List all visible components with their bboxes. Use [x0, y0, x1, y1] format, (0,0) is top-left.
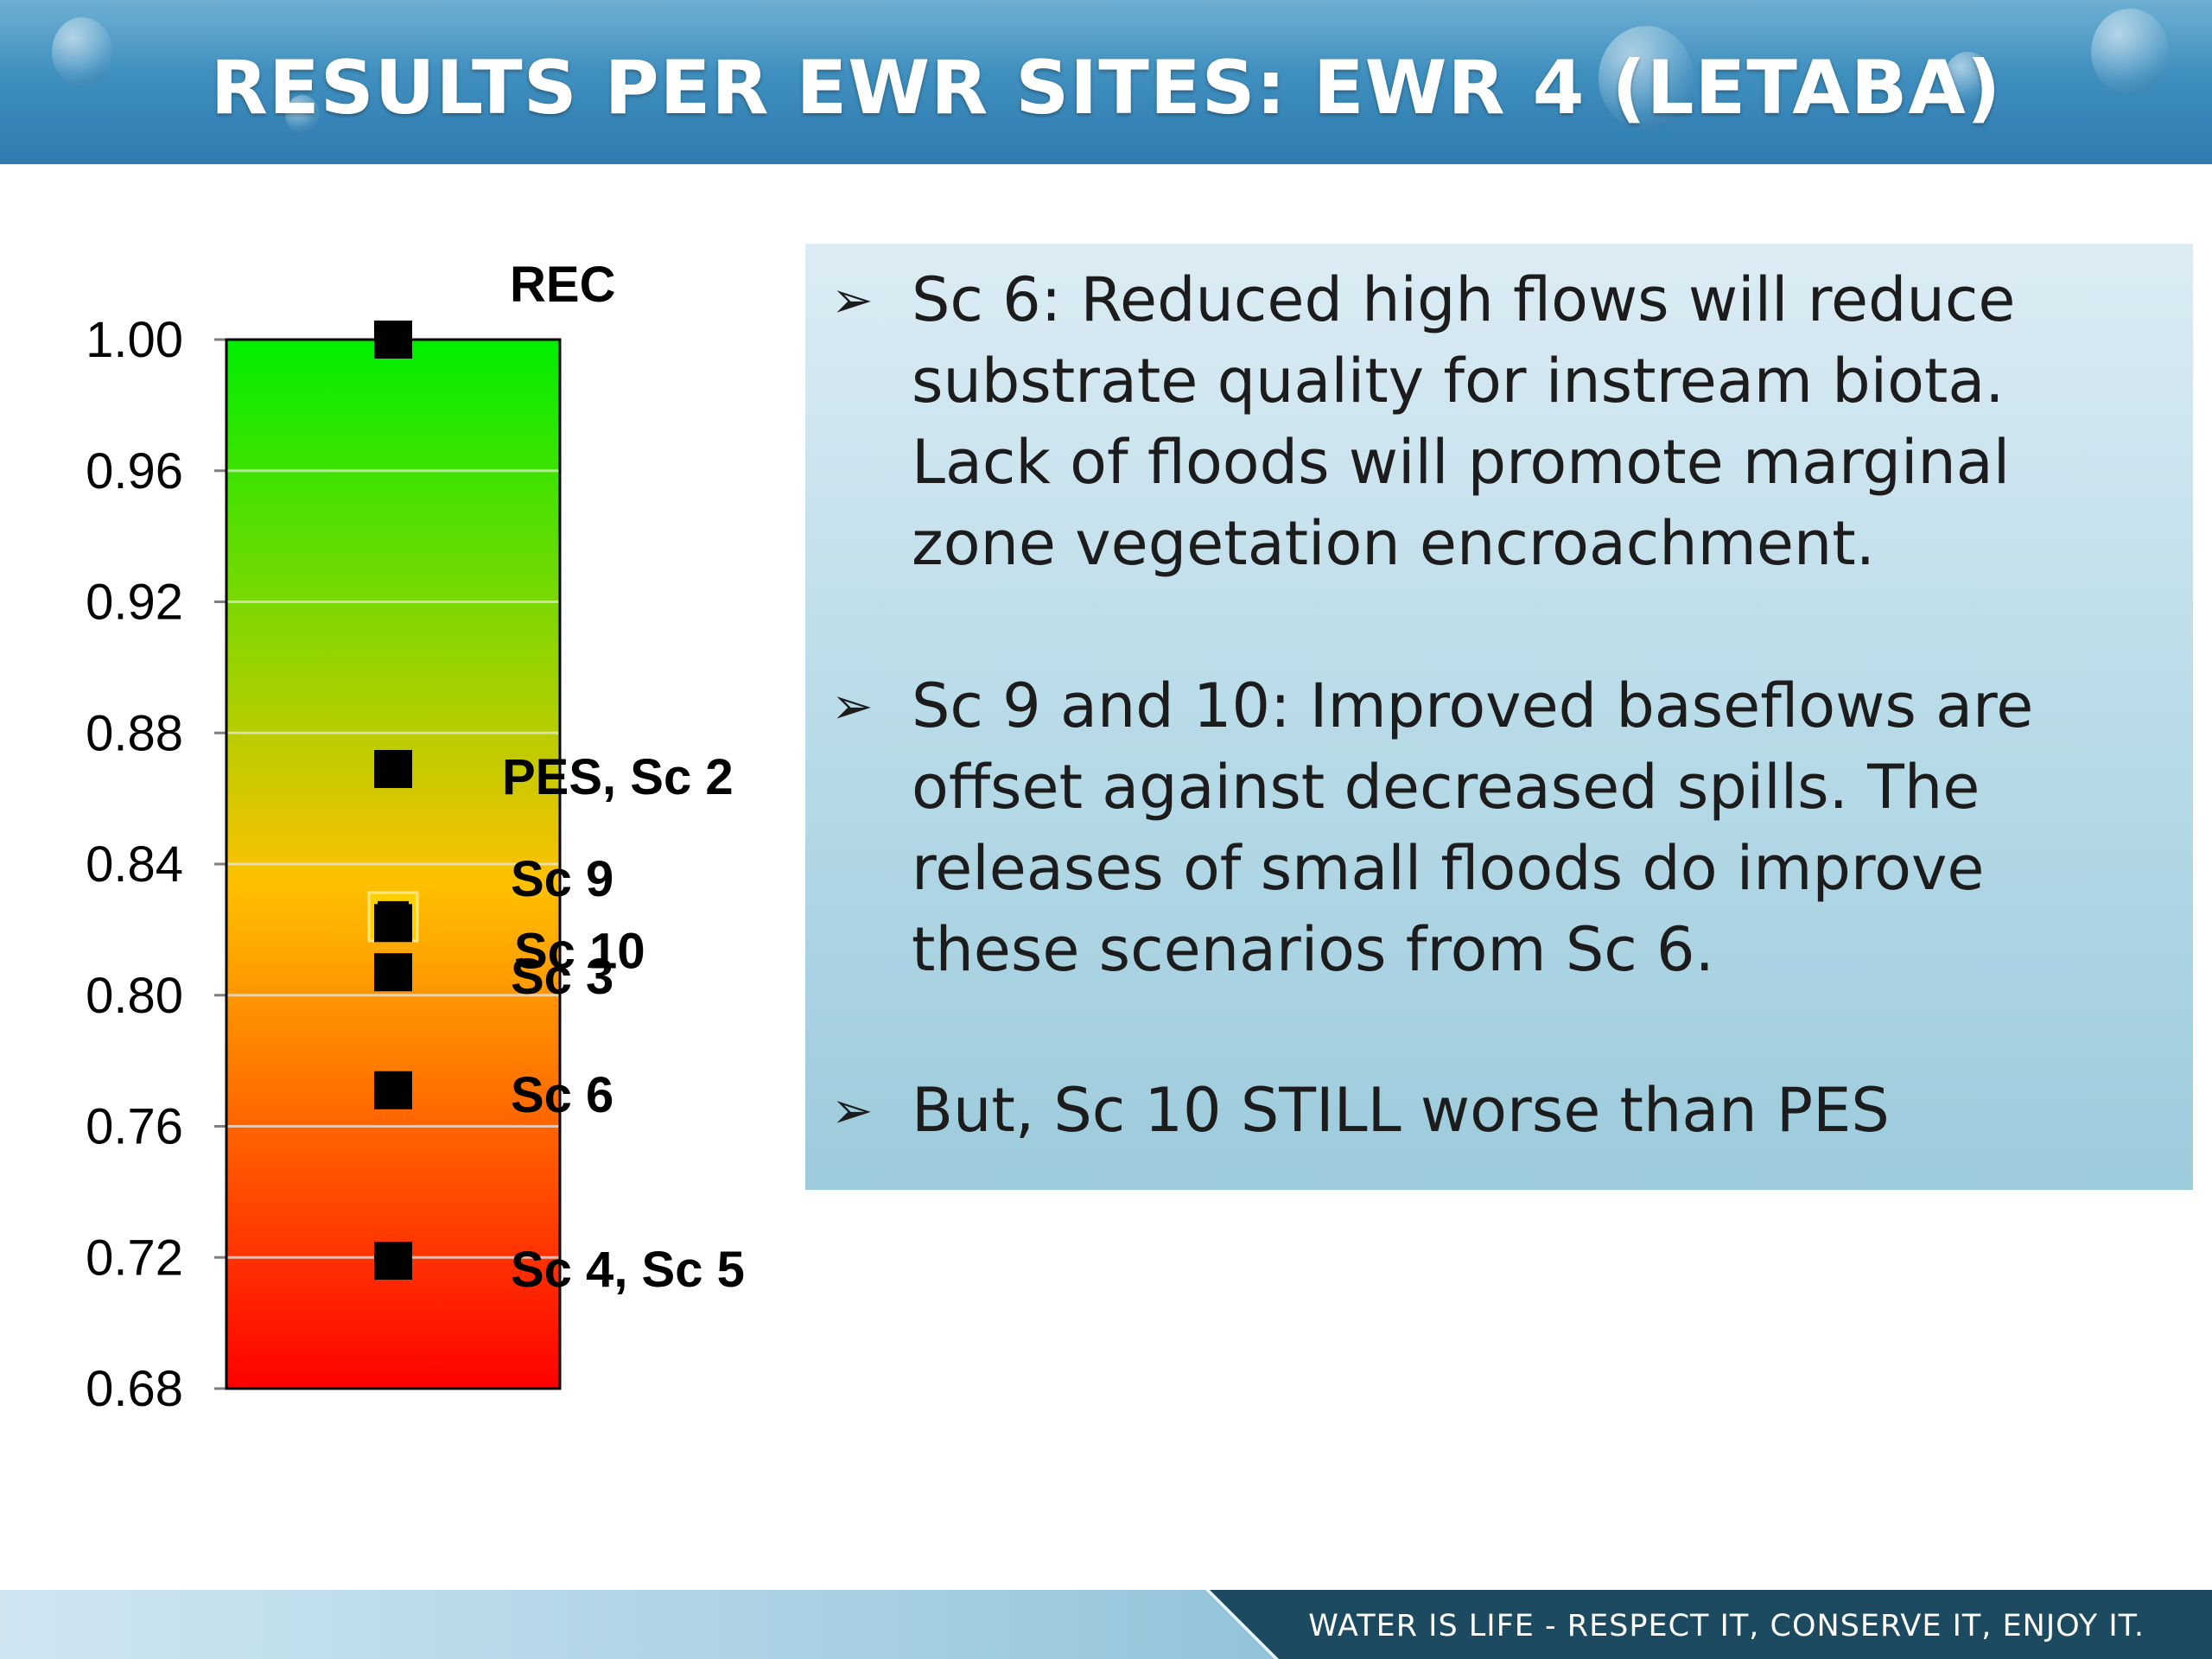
data-point-label: PES, Sc 2: [502, 749, 734, 805]
data-point-marker: [374, 1242, 412, 1281]
y-tick-label: 0.96: [86, 443, 183, 499]
data-point-label: Sc 4, Sc 5: [511, 1242, 745, 1298]
data-point-marker: [374, 1071, 412, 1109]
y-tick-label: 0.92: [86, 575, 183, 631]
y-tick-label: 0.76: [86, 1099, 183, 1155]
water-drop-decoration: [2091, 9, 2169, 95]
data-point-marker: [374, 321, 412, 359]
water-drop-decoration: [1599, 26, 1694, 130]
y-tick-label: 0.68: [86, 1361, 183, 1417]
bullet-text: Sc 6: Reduced high flows will reduce sub…: [912, 264, 2016, 579]
findings-panel: ➢ Sc 6: Reduced high flows will reduce s…: [805, 244, 2193, 1190]
data-point-label: REC: [510, 257, 615, 313]
slide-title: RESULTS PER EWR SITES: EWR 4 (LETABA): [210, 45, 2002, 131]
arrow-bullet-icon: ➢: [831, 677, 874, 735]
y-tick-label: 0.72: [86, 1230, 183, 1286]
data-point-marker: [374, 749, 412, 788]
data-point-marker: [374, 904, 412, 943]
data-point-label: Sc 9: [511, 851, 613, 907]
data-point-label: Sc 3: [511, 949, 613, 1005]
data-point-marker: [374, 953, 412, 992]
scenario-scale-chart: 1.00 0.96 0.92 0.88 0.84 0.80 0.76 0.72 0.68 REC P…: [86, 257, 745, 1417]
water-drop-decoration: [52, 17, 112, 86]
arrow-bullet-icon: ➢: [831, 1081, 874, 1140]
data-point-label: Sc 6: [511, 1067, 613, 1123]
footer-band: [1210, 1590, 2212, 1659]
data-point-label: Sc 10: [514, 923, 645, 979]
y-tick-label: 0.80: [86, 968, 183, 1024]
bullet-text: Sc 9 and 10: Improved baseflows are offs…: [912, 671, 2034, 985]
y-tick-label: 0.88: [86, 705, 183, 761]
footer-tagline: WATER IS LIFE - RESPECT IT, CONSERVE IT,…: [1308, 1609, 2145, 1643]
y-tick-label: 0.84: [86, 836, 183, 893]
bullet-text: But, Sc 10 STILL worse than PES: [912, 1075, 1890, 1146]
title-banner: RESULTS PER EWR SITES: EWR 4 (LETABA): [0, 0, 2212, 164]
water-drop-decoration: [285, 95, 320, 134]
y-tick-label: 1.00: [86, 312, 183, 368]
arrow-bullet-icon: ➢: [831, 270, 874, 329]
water-drop-decoration: [1944, 52, 1992, 104]
